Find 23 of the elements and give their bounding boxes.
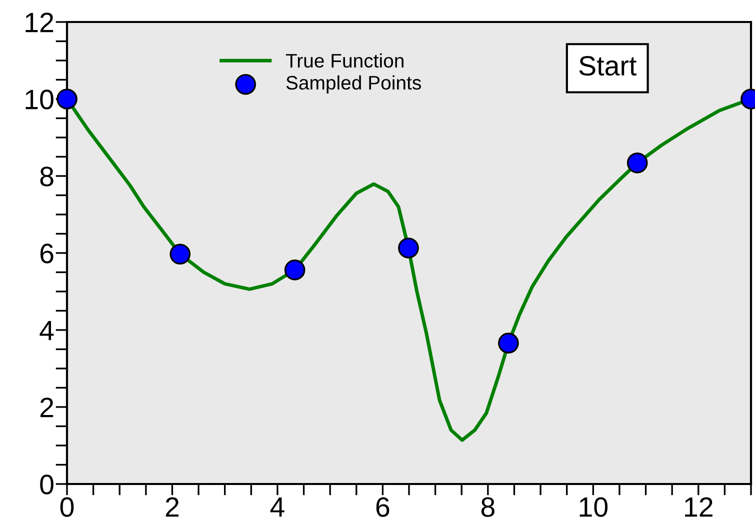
point <box>56 88 78 110</box>
y-tick-label: 4 <box>40 320 54 340</box>
legend-label: True Function <box>286 53 404 68</box>
x-tick-label: 6 <box>376 497 390 517</box>
x-tick-label: 12 <box>685 497 712 517</box>
y-tick-label: 10 <box>26 90 54 110</box>
point <box>626 152 648 174</box>
x-tick-label: 4 <box>270 498 284 517</box>
point <box>284 260 306 280</box>
y-tick-label: 2 <box>40 398 54 418</box>
x-tick-label: 0 <box>60 497 74 517</box>
y-tick-label: 6 <box>40 244 54 264</box>
y-tick-label: 8 <box>40 166 54 186</box>
legend-label: Sampled Points <box>286 75 421 94</box>
y-tick-label: 12 <box>26 12 54 32</box>
point <box>398 238 419 258</box>
point <box>498 332 519 354</box>
x-tick-label: 8 <box>481 497 494 517</box>
y-tick-label: 0 <box>40 474 54 494</box>
x-tick-label: 2 <box>166 497 179 517</box>
x-tick-label: 10 <box>580 497 608 517</box>
annotation: Start <box>579 56 636 76</box>
point <box>170 244 191 265</box>
